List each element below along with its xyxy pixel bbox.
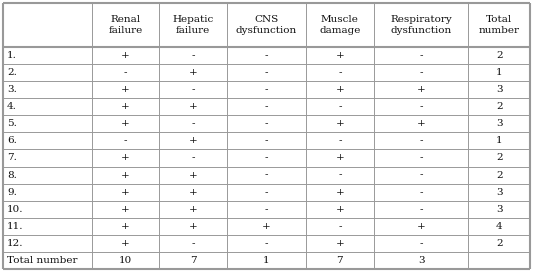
Text: -: -: [265, 239, 268, 248]
Text: +: +: [336, 188, 344, 197]
Text: -: -: [265, 102, 268, 111]
Text: -: -: [419, 188, 423, 197]
Text: -: -: [191, 85, 195, 94]
Text: -: -: [338, 102, 342, 111]
Text: 3: 3: [496, 188, 503, 197]
Text: +: +: [121, 153, 130, 162]
Text: -: -: [191, 153, 195, 162]
Text: 2: 2: [496, 51, 503, 60]
Text: +: +: [189, 188, 197, 197]
Text: 12.: 12.: [7, 239, 23, 248]
Text: -: -: [419, 68, 423, 77]
Text: -: -: [265, 136, 268, 145]
Text: -: -: [338, 171, 342, 180]
Text: 10: 10: [119, 256, 132, 265]
Text: 2: 2: [496, 239, 503, 248]
Text: +: +: [121, 222, 130, 231]
Text: Total
number: Total number: [479, 15, 520, 35]
Text: +: +: [262, 222, 271, 231]
Text: -: -: [265, 205, 268, 214]
Text: +: +: [121, 119, 130, 128]
Text: -: -: [191, 239, 195, 248]
Text: Hepatic
failure: Hepatic failure: [173, 15, 214, 35]
Text: +: +: [189, 171, 197, 180]
Text: +: +: [121, 239, 130, 248]
Text: +: +: [121, 205, 130, 214]
Text: 1: 1: [496, 68, 503, 77]
Text: 1: 1: [263, 256, 270, 265]
Text: 2: 2: [496, 102, 503, 111]
Text: 8.: 8.: [7, 171, 17, 180]
Text: 1: 1: [496, 136, 503, 145]
Text: +: +: [189, 222, 197, 231]
Text: +: +: [121, 102, 130, 111]
Text: +: +: [417, 85, 425, 94]
Text: -: -: [419, 51, 423, 60]
Text: -: -: [338, 68, 342, 77]
Text: 3.: 3.: [7, 85, 17, 94]
Text: 1.: 1.: [7, 51, 17, 60]
Text: -: -: [265, 68, 268, 77]
Text: +: +: [189, 68, 197, 77]
Text: +: +: [121, 51, 130, 60]
Text: 5.: 5.: [7, 119, 17, 128]
Text: -: -: [419, 171, 423, 180]
Text: Renal
failure: Renal failure: [108, 15, 142, 35]
Text: 11.: 11.: [7, 222, 23, 231]
Text: -: -: [191, 51, 195, 60]
Text: 7: 7: [190, 256, 196, 265]
Text: -: -: [265, 188, 268, 197]
Text: +: +: [336, 153, 344, 162]
Text: +: +: [417, 119, 425, 128]
Text: Total number: Total number: [7, 256, 77, 265]
Text: -: -: [124, 136, 127, 145]
Text: 3: 3: [496, 205, 503, 214]
Text: 3: 3: [418, 256, 424, 265]
Text: 4: 4: [496, 222, 503, 231]
Text: 7.: 7.: [7, 153, 17, 162]
Text: 3: 3: [496, 85, 503, 94]
Text: -: -: [419, 153, 423, 162]
Text: Muscle
damage: Muscle damage: [319, 15, 361, 35]
Text: -: -: [124, 68, 127, 77]
Text: +: +: [189, 136, 197, 145]
Text: +: +: [189, 102, 197, 111]
Text: +: +: [121, 85, 130, 94]
Text: -: -: [419, 136, 423, 145]
Text: +: +: [336, 119, 344, 128]
Text: 2: 2: [496, 153, 503, 162]
Text: Respiratory
dysfunction: Respiratory dysfunction: [390, 15, 452, 35]
Text: 2.: 2.: [7, 68, 17, 77]
Text: 2: 2: [496, 171, 503, 180]
Text: +: +: [336, 51, 344, 60]
Text: -: -: [265, 153, 268, 162]
Text: 4.: 4.: [7, 102, 17, 111]
Text: +: +: [336, 205, 344, 214]
Text: -: -: [265, 85, 268, 94]
Text: 10.: 10.: [7, 205, 23, 214]
Text: +: +: [121, 171, 130, 180]
Text: +: +: [417, 222, 425, 231]
Text: -: -: [419, 102, 423, 111]
Text: +: +: [336, 85, 344, 94]
Text: 3: 3: [496, 119, 503, 128]
Text: -: -: [191, 119, 195, 128]
Text: -: -: [265, 171, 268, 180]
Text: -: -: [338, 222, 342, 231]
Text: +: +: [336, 239, 344, 248]
Text: +: +: [121, 188, 130, 197]
Text: -: -: [338, 136, 342, 145]
Text: -: -: [265, 51, 268, 60]
Text: 6.: 6.: [7, 136, 17, 145]
Text: CNS
dysfunction: CNS dysfunction: [236, 15, 297, 35]
Text: +: +: [189, 205, 197, 214]
Text: 7: 7: [337, 256, 343, 265]
Text: -: -: [419, 239, 423, 248]
Text: -: -: [265, 119, 268, 128]
Text: -: -: [419, 205, 423, 214]
Text: 9.: 9.: [7, 188, 17, 197]
